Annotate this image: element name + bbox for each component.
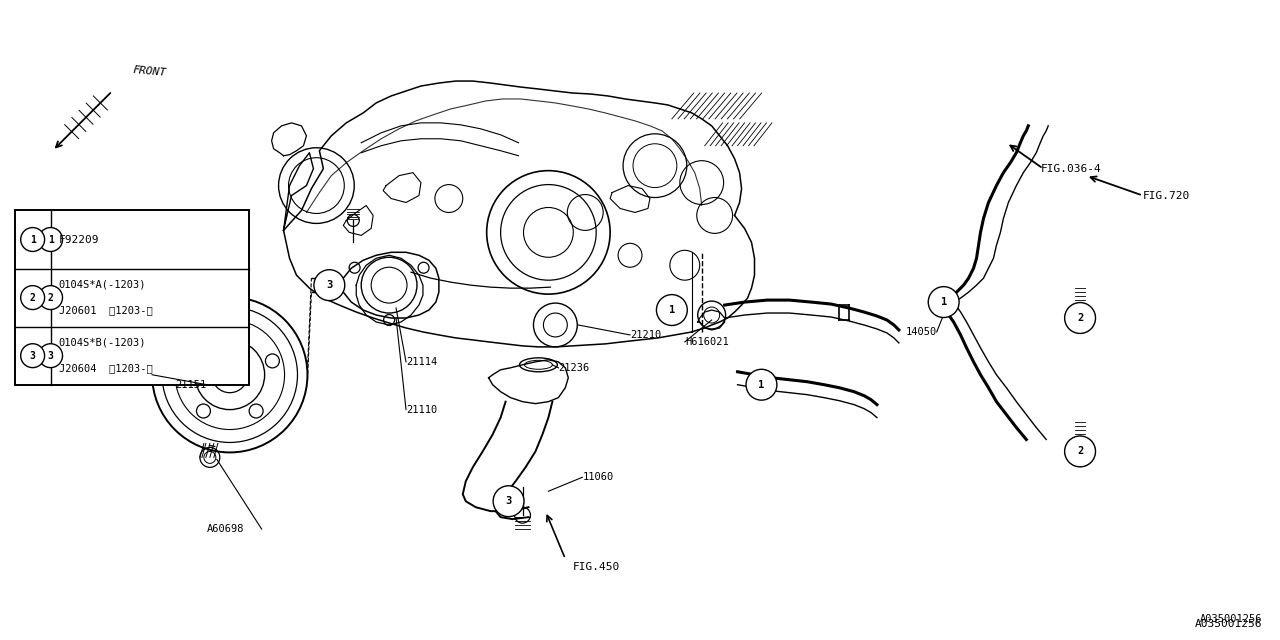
Text: FIG.450: FIG.450 — [572, 562, 620, 572]
Text: FRONT: FRONT — [132, 65, 166, 78]
Circle shape — [20, 285, 45, 310]
Circle shape — [657, 294, 687, 326]
Text: J20604  〈1203-〉: J20604 〈1203-〉 — [59, 364, 152, 374]
Circle shape — [20, 344, 45, 367]
Circle shape — [746, 369, 777, 400]
Text: 2: 2 — [29, 292, 36, 303]
Text: 21114: 21114 — [406, 357, 438, 367]
Text: 11060: 11060 — [582, 472, 613, 483]
Circle shape — [38, 228, 63, 252]
Text: 1: 1 — [47, 234, 54, 244]
Text: 1: 1 — [758, 380, 764, 390]
Text: 0104S*A(-1203): 0104S*A(-1203) — [59, 280, 146, 290]
Text: H616021: H616021 — [685, 337, 728, 347]
Text: F92209: F92209 — [59, 234, 99, 244]
Text: A035001256: A035001256 — [1194, 619, 1262, 628]
Text: 21151: 21151 — [175, 380, 207, 390]
Text: 2: 2 — [1076, 313, 1083, 323]
Text: A035001256: A035001256 — [1199, 614, 1262, 623]
Circle shape — [38, 285, 63, 310]
Text: 1: 1 — [668, 305, 675, 315]
Text: 3: 3 — [326, 280, 333, 290]
Text: 3: 3 — [47, 351, 54, 361]
Circle shape — [38, 344, 63, 367]
Text: A60698: A60698 — [207, 524, 244, 534]
Circle shape — [928, 287, 959, 317]
Bar — [15, 211, 248, 385]
Text: 21210: 21210 — [630, 330, 662, 340]
Text: 3: 3 — [506, 496, 512, 506]
Circle shape — [314, 269, 344, 301]
Text: 14050: 14050 — [905, 327, 937, 337]
Circle shape — [20, 228, 45, 252]
Text: 0104S*B(-1203): 0104S*B(-1203) — [59, 338, 146, 348]
Circle shape — [1065, 303, 1096, 333]
Text: 3: 3 — [29, 351, 36, 361]
Circle shape — [1065, 436, 1096, 467]
Text: 2: 2 — [1076, 447, 1083, 456]
Text: FIG.720: FIG.720 — [1143, 191, 1190, 200]
Text: J20601  〈1203-〉: J20601 〈1203-〉 — [59, 305, 152, 316]
Text: 21236: 21236 — [558, 363, 590, 372]
Text: 1: 1 — [29, 234, 36, 244]
Text: 21110: 21110 — [406, 404, 438, 415]
Text: 2: 2 — [47, 292, 54, 303]
Text: FIG.036-4: FIG.036-4 — [1041, 164, 1101, 173]
Text: 1: 1 — [941, 297, 947, 307]
Circle shape — [493, 486, 524, 516]
